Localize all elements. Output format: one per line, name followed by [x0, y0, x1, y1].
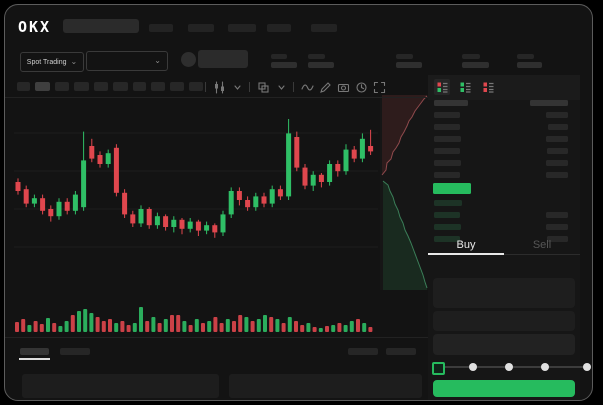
ask-row-amount[interactable] — [546, 136, 568, 142]
price-input[interactable] — [433, 278, 575, 308]
nav-item[interactable] — [228, 24, 256, 32]
draw-icon[interactable] — [319, 81, 332, 94]
bid-row-amount[interactable] — [546, 212, 568, 218]
fullscreen-icon[interactable] — [373, 81, 386, 94]
book-asks-icon[interactable] — [480, 79, 496, 95]
order-book-toolbar — [428, 75, 580, 100]
bid-row-amount[interactable] — [546, 224, 568, 230]
nav-item[interactable] — [188, 24, 214, 32]
overlay-icon[interactable] — [257, 81, 270, 94]
last-price-bar[interactable] — [433, 183, 471, 194]
bottom-panel-left[interactable] — [22, 374, 219, 398]
bottom-bar-placeholder[interactable] — [348, 348, 378, 355]
bottom-tab-underline — [19, 358, 50, 360]
chevron-down-icon: ⌄ — [70, 57, 78, 66]
bottom-panel-right[interactable] — [229, 374, 422, 398]
timeframe-button[interactable] — [94, 82, 108, 91]
ask-row-amount[interactable] — [546, 112, 568, 118]
stat-label — [517, 54, 534, 59]
stat-value — [308, 62, 334, 68]
wave-icon[interactable] — [301, 81, 314, 94]
nav-item[interactable] — [149, 24, 173, 32]
ask-row-amount[interactable] — [546, 160, 568, 166]
order-book-header-price[interactable] — [434, 100, 468, 106]
book-split-icon[interactable] — [434, 79, 450, 95]
chevron-down-icon: ⌄ — [154, 56, 161, 65]
toolbar-divider — [5, 97, 428, 98]
chevron-down-icon[interactable] — [275, 81, 288, 94]
stat-value — [271, 62, 297, 68]
pair-selector-dropdown[interactable]: ⌄ — [86, 51, 168, 71]
ask-row-price[interactable] — [434, 148, 460, 154]
toolbar-separator — [293, 82, 294, 92]
slider-dot[interactable] — [583, 363, 591, 371]
timeframe-button[interactable] — [17, 82, 30, 91]
amount-input[interactable] — [433, 311, 575, 331]
ask-row-price[interactable] — [434, 112, 460, 118]
camera-icon[interactable] — [337, 81, 350, 94]
slider-dot[interactable] — [541, 363, 549, 371]
timeframe-button[interactable] — [35, 82, 50, 91]
product-selector-spot-trading[interactable]: Spot Trading ⌄ — [20, 52, 84, 72]
indicator-icon[interactable] — [213, 81, 226, 94]
nav-item[interactable] — [267, 24, 291, 32]
ask-row-amount[interactable] — [546, 172, 568, 178]
bid-row-price[interactable] — [434, 224, 461, 230]
search-input[interactable] — [63, 19, 139, 33]
toolbar-separator — [249, 82, 250, 92]
timeframe-button[interactable] — [151, 82, 165, 91]
tab-buy[interactable]: Buy — [456, 239, 476, 251]
slider-handle[interactable] — [432, 361, 445, 375]
tab-divider — [428, 254, 580, 255]
stat-label — [271, 54, 287, 59]
total-input[interactable] — [433, 334, 575, 355]
chart-bottom-divider — [5, 337, 428, 338]
ask-row-price[interactable] — [434, 124, 460, 130]
timeframe-button[interactable] — [113, 82, 128, 91]
slider-dot[interactable] — [505, 363, 513, 371]
bottom-bar-placeholder[interactable] — [386, 348, 416, 355]
buy-button[interactable] — [433, 380, 575, 397]
stat-label — [462, 54, 480, 59]
tab-active-underline — [428, 253, 504, 255]
timeframe-button[interactable] — [189, 82, 203, 91]
timeframe-button[interactable] — [74, 82, 89, 91]
nav-item[interactable] — [311, 24, 337, 32]
stat-value — [396, 62, 422, 68]
stat-value — [517, 62, 542, 68]
bid-row-price[interactable] — [434, 212, 460, 218]
bid-row-price[interactable] — [434, 200, 462, 206]
ask-row-amount[interactable] — [547, 148, 568, 154]
candlestick-chart[interactable] — [12, 100, 424, 335]
timeframe-button[interactable] — [55, 82, 69, 91]
bottom-tab-open-orders[interactable] — [20, 348, 49, 355]
stat-label — [396, 54, 413, 59]
stat-value — [462, 62, 489, 68]
trading-app-window: OKX Spot Trading ⌄ ⌄ Buy Sell — [4, 4, 593, 401]
bottom-tab-history[interactable] — [60, 348, 90, 355]
ask-row-price[interactable] — [434, 136, 461, 142]
order-book-header-amount[interactable] — [530, 100, 568, 106]
toolbar-separator — [205, 82, 206, 92]
ask-row-price[interactable] — [434, 172, 460, 178]
ask-row-amount[interactable] — [548, 124, 568, 130]
pair-name-placeholder[interactable] — [198, 50, 248, 68]
coin-avatar — [181, 52, 196, 67]
order-book-rows — [428, 98, 580, 250]
amount-slider[interactable] — [432, 359, 591, 375]
okx-logo[interactable]: OKX — [18, 18, 52, 36]
product-selector-label: Spot Trading — [26, 58, 67, 66]
book-bids-icon[interactable] — [457, 79, 473, 95]
ask-row-price[interactable] — [434, 160, 461, 166]
timeframe-button[interactable] — [170, 82, 184, 91]
settings-icon[interactable] — [355, 81, 368, 94]
slider-dot[interactable] — [469, 363, 477, 371]
timeframe-button[interactable] — [133, 82, 146, 91]
stat-label — [308, 54, 325, 59]
chevron-down-icon[interactable] — [231, 81, 244, 94]
tab-sell[interactable]: Sell — [532, 239, 552, 251]
bid-row-amount[interactable] — [547, 236, 568, 242]
bid-row-price[interactable] — [434, 236, 460, 242]
